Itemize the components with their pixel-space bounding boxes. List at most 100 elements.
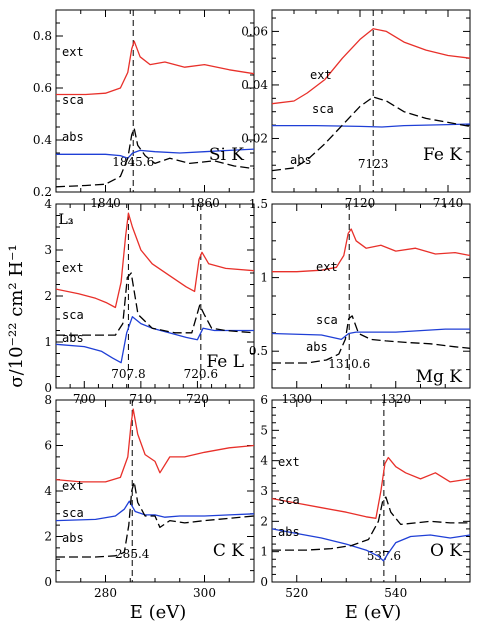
panel-mg-k-series-ext	[272, 228, 470, 273]
panel-o-k-label-sca: sca	[278, 493, 300, 507]
panel-fe-k-series-sca	[272, 123, 470, 128]
panel-o-k-ytick-label: 1	[260, 545, 268, 559]
panel-si-k-ytick-label: 0.8	[33, 29, 52, 43]
panel-si-k: 1840 1860 0.2 0.4 0.6 0.8 1845.6 ext sca abs Si K	[33, 9, 255, 210]
panel-o-k-ytick-label: 0	[260, 575, 268, 589]
panel-o-k-xtick-label: 540	[384, 586, 407, 600]
panel-mg-k-edge-label: 1310.6	[328, 357, 370, 371]
panel-fe-l-xtick-label: 710	[129, 392, 152, 406]
panel-si-k-xtick-label: 1860	[189, 196, 220, 210]
panel-si-k-xtick-label: 1840	[90, 196, 121, 210]
panel-mg-k-label-sca: sca	[316, 313, 338, 327]
panel-c-k-ytick-label: 4	[44, 484, 52, 498]
panel-fe-l-ytick-label: 3	[44, 243, 52, 257]
panel-fe-l-label-ext: ext	[62, 261, 84, 275]
panel-si-k-label-sca: sca	[62, 93, 84, 107]
panel-fe-k-xtick-label: 7140	[433, 196, 464, 210]
panel-o-k-ytick-label: 6	[260, 393, 268, 407]
panel-mg-k-series-group	[272, 228, 470, 364]
panel-c-k-label-ext: ext	[62, 479, 84, 493]
panel-fe-k-series-abs	[272, 96, 470, 172]
panel-fe-l-ytick-label: 0	[44, 381, 52, 395]
panel-fe-l-shell-label: L₂	[59, 212, 74, 228]
panel-fe-k-frame	[271, 9, 471, 193]
panel-mg-k-label-abs: abs	[306, 340, 328, 354]
panel-c-k-label-abs: abs	[62, 531, 84, 545]
panel-c-k-label-sca: sca	[62, 506, 84, 520]
panel-o-k-label-abs: abs	[278, 525, 300, 539]
panel-fe-k-ytick-label: 0.04	[241, 78, 268, 92]
panel-o-k-series-ext	[272, 456, 470, 519]
panel-c-k-ytick-label: 2	[44, 530, 52, 544]
panel-mg-k-label-ext: ext	[316, 260, 338, 274]
panel-mg-k-ytick-label: 1	[260, 271, 268, 285]
panel-fe-l-ytick-label: 4	[44, 197, 52, 211]
panel-fe-l-ytick-label: 1	[44, 335, 52, 349]
panel-mg-k-xtick-label: 1320	[380, 392, 411, 406]
panel-si-k-title: Si K	[209, 145, 244, 165]
panel-mg-k-series-abs	[272, 315, 470, 364]
panel-si-k-edge-label: 1845.6	[112, 155, 154, 169]
panel-c-k: 280 300 0 2 4 6 8 285.4 ext sca abs C K	[44, 393, 255, 600]
panel-o-k-ytick-label: 4	[260, 454, 268, 468]
panel-fe-l-xtick-label: 700	[73, 392, 96, 406]
panel-fe-k-series-group	[272, 28, 470, 172]
panel-si-k-series-sca	[56, 148, 254, 159]
panel-c-k-xtick-label: 280	[94, 586, 117, 600]
panel-fe-l-xtick-label: 720	[186, 392, 209, 406]
panel-o-k-series-sca	[272, 528, 470, 562]
panel-fe-l-ytick-label: 2	[44, 289, 52, 303]
panel-si-k-ytick-label: 0.4	[33, 133, 52, 147]
panel-o-k-ytick-label: 3	[260, 484, 268, 498]
panel-c-k-ytick-label: 6	[44, 439, 52, 453]
x-axis-label-right: E (eV)	[345, 602, 402, 623]
panel-fe-k-ytick-label: 0.06	[241, 24, 268, 38]
panel-c-k-ytick-label: 0	[44, 575, 52, 589]
panel-si-k-label-ext: ext	[62, 45, 84, 59]
panel-si-k-ytick-label: 0.2	[33, 185, 52, 199]
panel-si-k-label-abs: abs	[62, 130, 84, 144]
panel-c-k-series-sca	[56, 500, 254, 522]
panel-c-k-xtick-label: 300	[193, 586, 216, 600]
panel-fe-l-series-ext	[56, 212, 254, 309]
panel-fe-l-series-group	[56, 212, 254, 364]
panel-fe-l-edge-label: 720.6	[184, 367, 218, 381]
panel-fe-k-edge-label: 7123	[358, 157, 389, 171]
panel-fe-k-label-ext: ext	[310, 68, 332, 82]
panel-o-k-series-abs	[272, 496, 470, 551]
panel-o-k-title: O K	[430, 541, 462, 561]
panel-o-k: 520 540 0 1 2 3 4 5 6 537.6 ext sca abs O K	[260, 393, 471, 600]
panel-fe-k-xtick-label: 7120	[345, 196, 376, 210]
panel-si-k-series-abs	[56, 127, 254, 188]
panel-fe-k-label-abs: abs	[290, 153, 312, 167]
panel-mg-k: 1300 1320 0.5 1 1.5 1310.6 ext sca abs Mg K	[249, 197, 471, 406]
panel-mg-k-frame	[271, 203, 471, 389]
panel-mg-k-xtick-label: 1300	[281, 392, 312, 406]
panel-fe-l-series-sca	[56, 316, 254, 364]
panel-c-k-series-ext	[56, 408, 254, 483]
panel-fe-l-label-sca: sca	[62, 308, 84, 322]
panel-o-k-ytick-label: 2	[260, 514, 268, 528]
panel-fe-l-shell-label: L₃	[59, 212, 74, 228]
panel-fe-l-label-abs: abs	[62, 331, 84, 345]
panel-fe-l-series-abs	[56, 272, 254, 336]
panel-mg-k-ytick-label: 0.5	[249, 344, 268, 358]
panel-fe-k-title: Fe K	[423, 145, 462, 165]
panel-mg-k-series-sca	[272, 328, 470, 341]
panel-c-k-series-group	[56, 408, 254, 558]
panel-fe-k-series-ext	[272, 28, 470, 105]
panel-o-k-xtick-label: 520	[285, 586, 308, 600]
x-axis-label-left: E (eV)	[130, 602, 187, 623]
y-axis-label: σ/10⁻²² cm² H⁻¹	[6, 244, 27, 387]
panel-mg-k-ytick-label: 1.5	[249, 197, 268, 211]
panel-fe-k-label-sca: sca	[312, 102, 334, 116]
panel-fe-l-edge-label: 707.8	[111, 367, 145, 381]
panel-si-k-series-ext	[56, 40, 254, 96]
panel-fe-k-ytick-label: 0.02	[241, 131, 268, 145]
panel-fe-l-title: Fe L	[206, 352, 244, 372]
panel-c-k-title: C K	[213, 541, 244, 561]
panel-mg-k-title: Mg K	[416, 367, 463, 387]
